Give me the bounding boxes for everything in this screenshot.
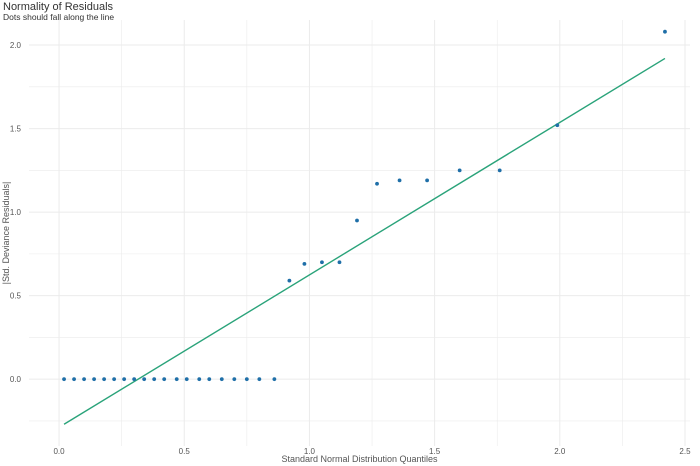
data-point	[62, 377, 66, 382]
chart-subtitle: Dots should fall along the line	[3, 12, 115, 22]
y-tick-label: 2.0	[10, 41, 22, 50]
data-point	[152, 377, 157, 382]
x-tick-label: 2.5	[679, 447, 691, 456]
data-point	[375, 181, 379, 186]
data-point	[184, 377, 189, 382]
data-point	[174, 377, 179, 382]
data-point	[302, 262, 307, 266]
data-point	[320, 260, 324, 265]
y-axis-ticks: 0.0 0.5 1.0 1.5 2.0	[10, 41, 22, 384]
y-tick-label: 1.5	[10, 125, 22, 134]
data-point	[92, 377, 96, 382]
data-point	[272, 377, 277, 382]
data-point	[132, 377, 137, 382]
data-point	[337, 260, 342, 265]
data-point	[82, 377, 86, 382]
data-point	[122, 377, 127, 382]
data-point	[457, 168, 462, 173]
data-point	[287, 278, 292, 283]
data-point	[219, 377, 224, 382]
x-tick-label: 1.0	[304, 447, 316, 456]
data-point	[257, 377, 262, 382]
x-axis-ticks: 0.0 0.5 1.0 1.5 2.0 2.5	[53, 447, 691, 456]
y-axis-title: |Std. Deviance Residuals|	[1, 182, 11, 285]
reference-line-layer	[63, 57, 666, 425]
data-point	[72, 377, 76, 382]
x-tick-label: 0.5	[179, 447, 191, 456]
data-point	[355, 218, 359, 223]
reference-line	[63, 57, 666, 425]
data-point	[142, 377, 147, 382]
y-tick-label: 1.0	[10, 208, 22, 217]
data-point	[555, 123, 560, 128]
chart-title: Normality of Residuals	[3, 1, 114, 13]
y-tick-label: 0.0	[10, 375, 22, 384]
x-tick-label: 1.5	[429, 447, 441, 456]
data-point	[425, 178, 430, 183]
data-point	[207, 377, 212, 382]
data-point	[102, 377, 107, 382]
x-axis-title: Standard Normal Distribution Quantiles	[281, 454, 438, 464]
data-point	[663, 29, 667, 34]
data-point	[397, 178, 402, 183]
data-point	[197, 377, 202, 382]
data-point	[112, 377, 117, 382]
grid	[29, 20, 690, 446]
x-tick-label: 2.0	[554, 447, 566, 456]
x-tick-label: 0.0	[53, 447, 65, 456]
data-point	[244, 377, 249, 382]
points-layer	[62, 29, 667, 382]
data-point	[162, 377, 167, 382]
y-tick-label: 0.5	[10, 292, 22, 301]
data-point	[232, 377, 237, 382]
data-point	[497, 168, 502, 173]
